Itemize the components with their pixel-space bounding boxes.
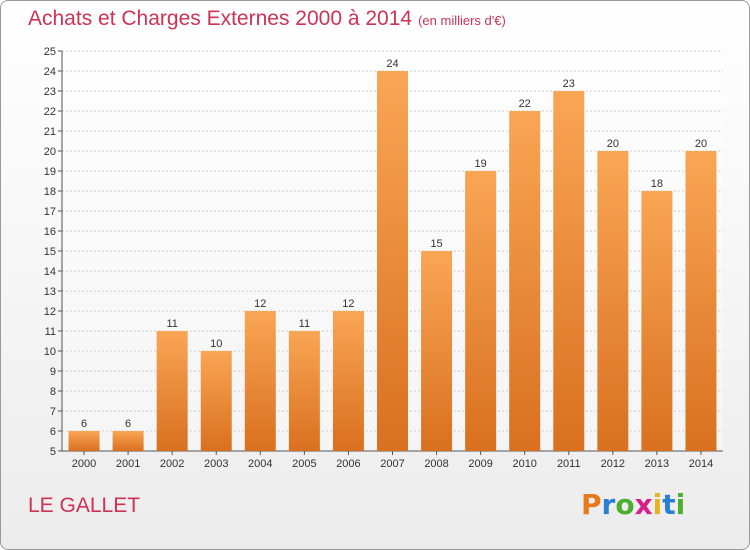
y-tick-label: 16 (44, 226, 56, 238)
bar-value-label: 20 (695, 138, 707, 150)
bar-value-label: 24 (386, 58, 398, 70)
logo-letter: t (662, 488, 676, 521)
bar (421, 251, 453, 451)
y-tick-label: 14 (44, 266, 56, 278)
x-tick-label: 2005 (292, 458, 316, 470)
bar (288, 331, 320, 451)
y-tick-label: 8 (50, 386, 56, 398)
bar-value-label: 15 (430, 238, 442, 250)
y-tick-label: 25 (44, 46, 56, 58)
bar-value-label: 23 (563, 78, 575, 90)
x-tick-label: 2008 (424, 458, 448, 470)
y-tick-label: 18 (44, 186, 56, 198)
y-tick-label: 9 (50, 366, 56, 378)
bar-value-label: 6 (81, 418, 87, 430)
bar (597, 151, 629, 451)
bar (112, 431, 144, 451)
y-tick-label: 23 (44, 86, 56, 98)
x-tick-label: 2011 (557, 458, 581, 470)
y-tick-label: 22 (44, 106, 56, 118)
x-tick-label: 2001 (116, 458, 140, 470)
bar (332, 311, 364, 451)
bar (377, 71, 408, 451)
chart-title-text: Achats et Charges Externes 2000 à 2014 (28, 7, 413, 30)
logo-letter: P (581, 488, 602, 521)
logo-letter: r (601, 488, 616, 521)
bar-value-label: 11 (166, 318, 177, 330)
x-tick-label: 2000 (72, 458, 96, 470)
y-tick-label: 5 (50, 446, 56, 458)
bar (156, 331, 188, 451)
y-tick-label: 24 (44, 66, 56, 78)
chart-unit: (en milliers d'€) (418, 13, 506, 28)
y-tick-label: 12 (44, 306, 56, 318)
x-tick-label: 2007 (380, 458, 404, 470)
x-tick-label: 2014 (689, 458, 713, 470)
y-tick-label: 17 (44, 206, 56, 218)
bar-value-label: 18 (651, 178, 663, 190)
logo-letter: i (652, 488, 663, 521)
x-tick-label: 2012 (601, 458, 625, 470)
x-tick-label: 2009 (468, 458, 492, 470)
y-tick-label: 6 (50, 426, 56, 438)
y-tick-label: 11 (45, 326, 56, 338)
logo-letter: i (675, 488, 686, 521)
x-tick-label: 2004 (248, 458, 272, 470)
y-tick-label: 10 (44, 346, 56, 358)
bar (641, 191, 673, 451)
y-tick-label: 13 (44, 286, 56, 298)
logo-letter: x (634, 488, 653, 521)
bar (200, 351, 232, 451)
x-tick-label: 2002 (160, 458, 184, 470)
bar (68, 431, 100, 451)
bar (685, 151, 717, 451)
x-tick-label: 2003 (204, 458, 228, 470)
logo-letter: o (615, 488, 635, 521)
bar-value-label: 6 (125, 418, 131, 430)
x-tick-label: 2013 (645, 458, 669, 470)
bar-value-label: 22 (519, 98, 531, 110)
y-tick-label: 19 (44, 166, 56, 178)
bar-value-label: 19 (475, 158, 487, 170)
x-tick-label: 2010 (512, 458, 536, 470)
y-tick-label: 21 (44, 126, 56, 138)
x-tick-label: 2006 (336, 458, 360, 470)
chart-title: Achats et Charges Externes 2000 à 2014 (e… (28, 7, 506, 31)
proxiti-logo: Proxiti (581, 488, 685, 521)
bar-value-label: 20 (607, 138, 619, 150)
bar (553, 91, 585, 451)
y-tick-label: 7 (50, 406, 56, 418)
y-tick-label: 20 (44, 146, 56, 158)
bar (244, 311, 276, 451)
y-tick-label: 15 (44, 246, 56, 258)
bar-value-label: 10 (210, 338, 222, 350)
bar-value-label: 12 (254, 298, 266, 310)
bar-value-label: 12 (342, 298, 354, 310)
bar (465, 171, 497, 451)
bar (509, 111, 541, 451)
bar-value-label: 11 (299, 318, 310, 330)
commune-name: LE GALLET (28, 494, 141, 517)
